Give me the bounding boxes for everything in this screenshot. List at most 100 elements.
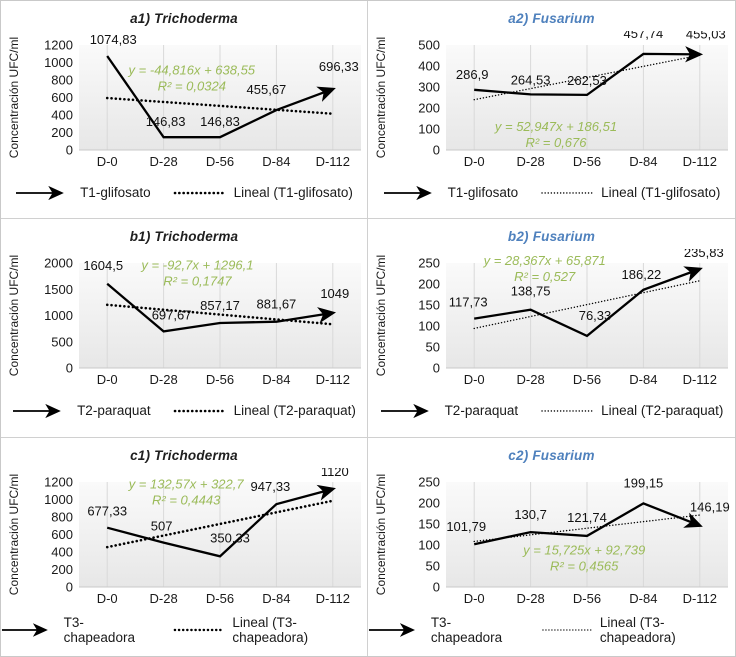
x-tick-label: D-28	[517, 591, 545, 606]
y-tick-label: 1500	[44, 282, 73, 297]
legend-series-label: T1-glifosato	[80, 185, 151, 201]
data-label: 1120	[321, 468, 349, 479]
x-tick-label: D-0	[464, 591, 485, 606]
y-axis-label: Concentración UFC/ml	[374, 255, 388, 376]
data-label: 121,74	[567, 510, 607, 525]
data-label: 186,22	[622, 267, 662, 282]
chart-canvas-a2: 0 100 200 300 400 500 D-0 D-28 D-56 D-84 D-112 Conc…	[374, 31, 728, 169]
x-tick-label: D-0	[97, 591, 118, 606]
y-tick-label: 250	[418, 474, 440, 489]
series-arrow-line-icon	[368, 622, 415, 637]
panel-title: c1) Trichoderma	[130, 447, 238, 463]
panel-title: b1) Trichoderma	[129, 229, 239, 245]
data-label: 350,33	[210, 530, 250, 545]
y-tick-label: 100	[418, 122, 440, 137]
y-tick-label: 200	[51, 562, 73, 577]
x-tick-label: D-84	[629, 372, 657, 387]
x-tick-label: D-28	[150, 372, 178, 387]
x-tick-label: D-84	[262, 372, 290, 387]
data-label: 881,67	[257, 297, 297, 312]
legend-trend-label: Lineal (T1-glifosato)	[601, 185, 721, 201]
trend-r2: R² = 0,0324	[158, 78, 226, 93]
trendline	[473, 280, 701, 330]
legend-series-item: T2-paraquat	[380, 403, 518, 418]
legend-series-label: T3-chapeadora	[430, 614, 503, 645]
legend-series-item: T3-chapeadora	[1, 615, 151, 645]
legend: T1-glifosato Lineal (T1-glifosato)	[1, 175, 367, 218]
x-tick-label: D-84	[262, 154, 290, 169]
x-tick-label: D-28	[517, 372, 545, 387]
legend-series-item: T1-glifosato	[15, 185, 151, 200]
x-tick-label: D-112	[316, 154, 350, 169]
data-label: 697,67	[152, 308, 192, 323]
trend-equation: y = 52,947x + 186,51	[494, 119, 617, 134]
trendline	[105, 96, 335, 116]
data-label: 264,53	[511, 72, 551, 87]
y-tick-label: 100	[418, 537, 440, 552]
legend-trend-item: Lineal (T2-paraquat)	[540, 403, 723, 418]
data-label: 455,67	[247, 82, 287, 97]
trend-equation: y = 28,367x + 65,871	[483, 253, 606, 268]
x-tick-label: D-84	[629, 154, 657, 169]
y-tick-label: 200	[418, 101, 440, 116]
data-label: 677,33	[87, 503, 127, 518]
series-line	[106, 55, 336, 139]
y-tick-label: 1000	[44, 55, 73, 70]
data-label: 947,33	[251, 479, 291, 494]
series-arrow-line-icon	[1, 623, 48, 637]
y-tick-label: 400	[51, 544, 73, 559]
x-tick-label: D-56	[206, 591, 234, 606]
data-label: 146,83	[146, 114, 186, 129]
series-arrow-line-icon	[380, 403, 429, 418]
series-line	[106, 484, 336, 558]
data-label: 146,19	[690, 499, 730, 514]
data-label: 117,73	[449, 295, 488, 310]
legend-trend-item: Lineal (T2-paraquat)	[173, 403, 356, 418]
data-label: 262,53	[567, 73, 607, 88]
legend-series-label: T3-chapeadora	[63, 614, 135, 645]
data-label: 1049	[320, 286, 349, 301]
x-tick-label: D-84	[262, 591, 290, 606]
data-label: 507	[151, 518, 173, 533]
y-tick-label: 50	[426, 558, 440, 573]
x-tick-label: D-28	[150, 154, 178, 169]
x-tick-label: D-56	[206, 154, 234, 169]
legend-trend-item: Lineal (T1-glifosato)	[173, 185, 353, 200]
trend-equation: y = -92,7x + 1296,1	[140, 258, 253, 273]
x-tick-label: D-28	[150, 591, 178, 606]
legend-series-item: T3-chapeadora	[368, 615, 519, 645]
x-tick-label: D-112	[683, 154, 717, 169]
y-tick-label: 1000	[44, 308, 73, 323]
data-label: 101,79	[446, 519, 486, 534]
x-tick-label: D-0	[97, 154, 118, 169]
y-tick-label: 200	[418, 277, 440, 292]
y-axis-label: Concentración UFC/ml	[374, 37, 388, 158]
y-tick-label: 150	[418, 298, 440, 313]
y-tick-label: 1200	[44, 38, 73, 53]
x-tick-label: D-112	[316, 591, 350, 606]
y-axis-label: Concentración UFC/ml	[374, 473, 388, 594]
dotted-line-icon	[542, 629, 592, 631]
trend-r2: R² = 0,676	[525, 135, 587, 150]
trend-r2: R² = 0,527	[514, 269, 576, 284]
y-tick-label: 100	[418, 319, 440, 334]
dotted-line-icon	[541, 191, 593, 194]
data-label: 130,7	[514, 507, 547, 522]
legend: T2-paraquat Lineal (T2-paraquat)	[1, 393, 367, 436]
trend-r2: R² = 0,1747	[163, 274, 232, 289]
y-tick-label: 300	[418, 80, 440, 95]
legend: T2-paraquat Lineal (T2-paraquat)	[368, 393, 735, 436]
y-tick-label: 1000	[44, 492, 73, 507]
data-label: 857,17	[200, 298, 240, 313]
y-tick-label: 1200	[44, 474, 73, 489]
y-tick-label: 0	[433, 361, 440, 376]
chart-panel-a2: a2) Fusarium 0 100 200 300 400 500 D-0 D-28 D-56 D…	[368, 1, 735, 220]
legend-trend-label: Lineal (T2-paraquat)	[601, 403, 724, 419]
trend-equation: y = -44,816x + 638,55	[128, 62, 256, 77]
chart-panel-c2: c2) Fusarium 0 50 100 150 200 250 D-0 D-28 D-56 D-…	[368, 437, 735, 656]
y-tick-label: 800	[51, 73, 73, 88]
y-tick-label: 0	[433, 579, 440, 594]
chart-panel-b1: b1) Trichoderma 0 500 1000 1500 2000 D-0 D-28 D-…	[1, 219, 368, 438]
chart-panel-c1: c1) Trichoderma 0 200 400 600 800 1000 1200 D-0 D…	[1, 437, 368, 656]
